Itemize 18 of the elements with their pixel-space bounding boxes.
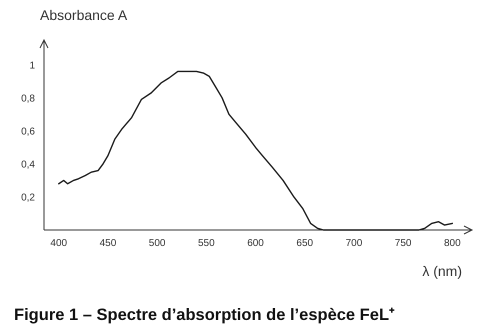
x-tick-label: 550 xyxy=(198,238,216,249)
x-tick-label: 800 xyxy=(444,238,462,249)
x-axis-title: λ (nm) xyxy=(422,263,462,279)
x-tick-label: 650 xyxy=(296,238,314,249)
y-tick-label: 0,8 xyxy=(21,93,36,104)
y-axis-title: Absorbance A xyxy=(40,7,128,23)
x-tick-label: 500 xyxy=(148,238,166,249)
y-tick-label: 0,2 xyxy=(21,192,36,204)
line-series xyxy=(58,70,454,231)
y-tick-label: 0,4 xyxy=(21,159,36,170)
x-tick-label: 450 xyxy=(100,238,117,249)
y-tick-label: 0,6 xyxy=(21,126,36,138)
x-tick-label: 400 xyxy=(50,238,68,249)
x-tick-label: 700 xyxy=(346,238,363,249)
x-tick-label: 750 xyxy=(394,238,412,249)
x-tick-label: 600 xyxy=(247,238,264,249)
text: Figure 1 – Spectre d’absorption de l’espèce FeL⁺ xyxy=(14,306,396,324)
y-tick-label: 1 xyxy=(29,60,36,72)
